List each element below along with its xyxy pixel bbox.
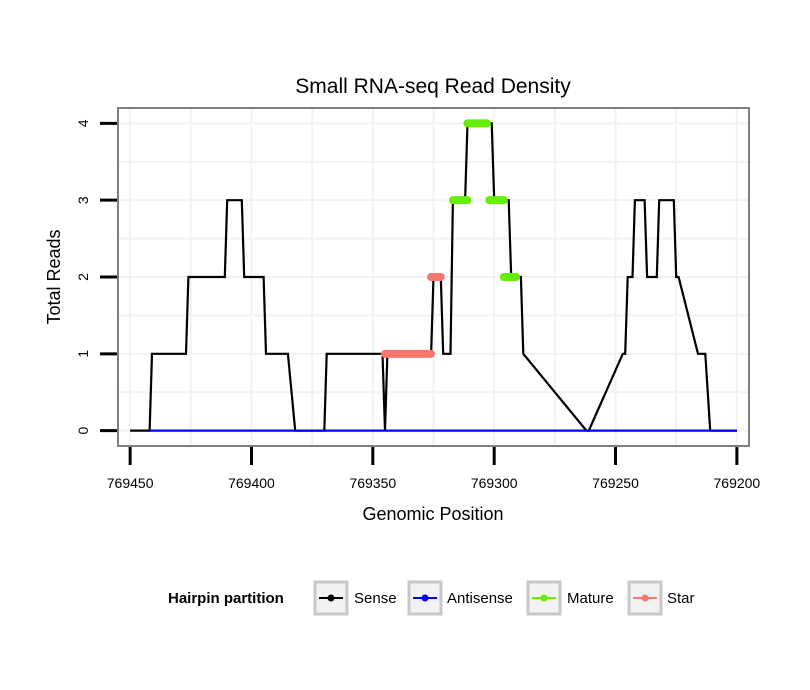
x-tick-label: 769300 [471,475,518,491]
legend-key-dot [540,594,548,602]
y-tick-label: 2 [75,273,91,281]
legend-label-antisense: Antisense [447,590,513,607]
legend-label-sense: Sense [354,590,397,607]
legend-key-dot [421,594,429,602]
x-axis-title: Genomic Position [362,504,503,524]
legend-key-dot [327,594,335,602]
x-tick-label: 769250 [592,475,639,491]
y-tick-label: 1 [75,350,91,358]
y-axis: 0 1 2 3 4 [75,119,117,435]
y-axis-title: Total Reads [44,229,64,324]
x-axis: 769450 769400 769350 769300 769250 769200 [107,447,761,491]
y-tick-label: 4 [75,119,91,127]
legend-title: Hairpin partition [168,590,284,607]
x-tick-label: 769400 [228,475,275,491]
x-tick-label: 769200 [714,475,761,491]
chart-title: Small RNA-seq Read Density [295,75,571,98]
legend-label-mature: Mature [567,590,614,607]
x-tick-label: 769350 [349,475,396,491]
y-tick-label: 3 [75,196,91,204]
x-tick-label: 769450 [107,475,154,491]
legend: Hairpin partition Sense Antisense Mature St… [168,580,695,616]
y-tick-label: 0 [75,427,91,435]
legend-label-star: Star [667,590,695,607]
chart-marks [130,119,737,432]
legend-key-dot [641,594,649,602]
